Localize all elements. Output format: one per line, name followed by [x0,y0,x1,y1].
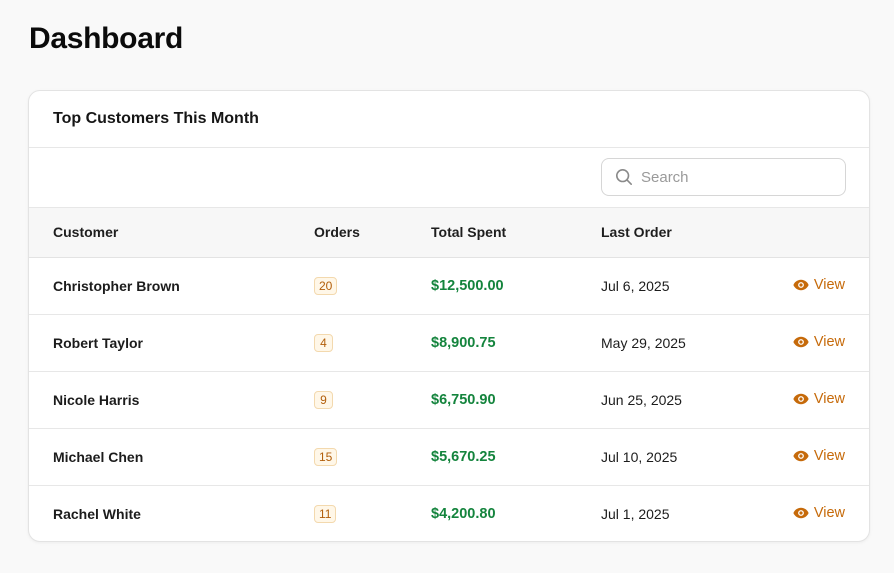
customer-name: Rachel White [53,505,141,522]
orders-badge: 15 [314,447,338,466]
orders-cell: 9 [314,371,431,428]
column-header-orders[interactable]: Orders [314,224,360,241]
view-button[interactable]: View [793,391,845,407]
page-title: Dashboard [29,22,183,55]
orders-cell: 15 [314,428,431,485]
customer-name: Robert Taylor [53,334,143,351]
view-label: View [813,505,845,522]
customer-name: Nicole Harris [53,391,140,408]
search-icon [615,168,633,186]
orders-cell: 4 [314,314,431,371]
view-label: View [813,448,845,464]
total-spent: $6,750.90 [431,392,496,408]
column-header-customer[interactable]: Customer [53,224,119,241]
total-spent: $8,900.75 [431,335,496,351]
column-header-total-spent[interactable]: Total Spent [431,224,507,241]
table-row: Rachel White 11 $4,200.80 Jul 1, 2025 Vi… [29,485,869,541]
eye-icon [793,393,809,405]
last-order-date: Jul 1, 2025 [601,505,670,522]
customer-name: Christopher Brown [53,277,180,294]
search-input[interactable] [641,168,821,186]
customers-table: Customer Orders Total Spent Last Order C… [29,208,869,541]
orders-badge: 4 [314,333,333,352]
actions-cell: View [761,371,869,428]
top-customers-card: Top Customers This Month Customer Orders… [28,90,870,542]
customer-name: Michael Chen [53,448,144,465]
actions-cell: View [761,428,869,485]
table-row: Nicole Harris 9 $6,750.90 Jun 25, 2025 V… [29,371,869,428]
total-spent-cell: $6,750.90 [431,371,601,428]
table-row: Robert Taylor 4 $8,900.75 May 29, 2025 V… [29,314,869,371]
table-row: Michael Chen 15 $5,670.25 Jul 10, 2025 V… [29,428,869,485]
orders-cell: 20 [314,257,431,314]
total-spent: $5,670.25 [431,449,496,465]
orders-cell: 11 [314,485,431,541]
table-toolbar [29,148,869,208]
view-label: View [813,391,845,407]
orders-badge: 9 [314,390,333,409]
total-spent-cell: $5,670.25 [431,428,601,485]
last-order-date: Jun 25, 2025 [601,391,682,408]
eye-icon [793,279,809,291]
eye-icon [793,450,809,462]
view-button[interactable]: View [793,277,845,293]
orders-badge: 20 [314,276,338,295]
last-order-date: Jul 10, 2025 [601,448,678,465]
total-spent: $12,500.00 [431,278,504,294]
last-order-date: Jul 6, 2025 [601,277,670,294]
view-label: View [813,334,845,350]
column-header-actions [761,208,869,257]
last-order-date: May 29, 2025 [601,334,686,351]
total-spent-cell: $4,200.80 [431,485,601,541]
orders-badge: 11 [314,504,337,523]
view-label: View [813,277,845,293]
view-button[interactable]: View [793,505,845,521]
total-spent-cell: $8,900.75 [431,314,601,371]
view-button[interactable]: View [793,334,845,350]
eye-icon [793,336,809,348]
actions-cell: View [761,314,869,371]
actions-cell: View [761,485,869,541]
eye-icon [793,508,809,519]
total-spent-cell: $12,500.00 [431,257,601,314]
table-header-row: Customer Orders Total Spent Last Order [29,208,869,257]
card-title: Top Customers This Month [29,91,869,148]
search-box[interactable] [601,158,846,196]
view-button[interactable]: View [793,448,845,464]
table-row: Christopher Brown 20 $12,500.00 Jul 6, 2… [29,257,869,314]
actions-cell: View [761,257,869,314]
total-spent: $4,200.80 [431,506,496,523]
column-header-last-order[interactable]: Last Order [601,224,672,241]
